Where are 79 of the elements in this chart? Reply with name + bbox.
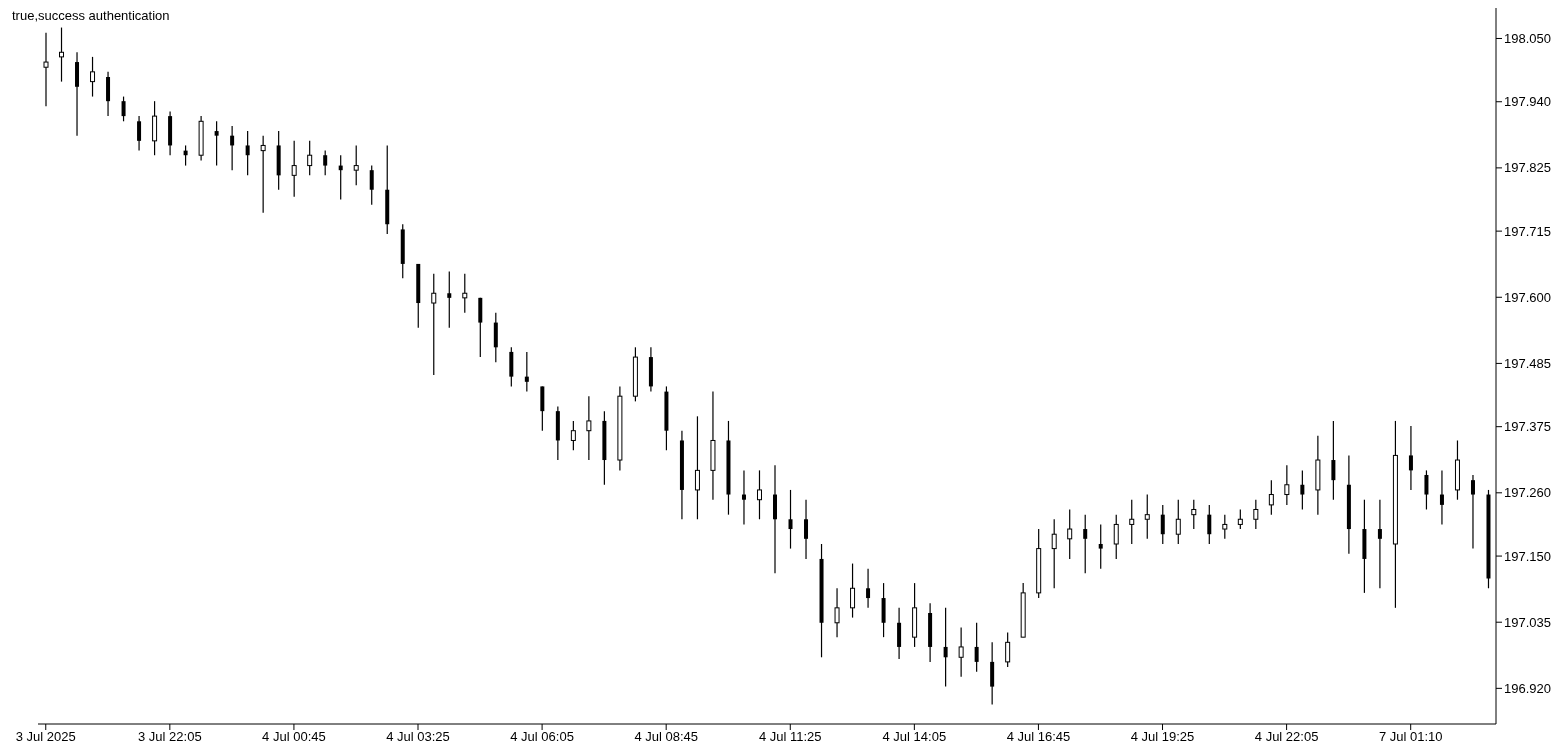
candlestick (323, 150, 328, 176)
x-tick-label: 4 Jul 00:45 (262, 729, 326, 745)
candlestick (307, 140, 313, 176)
candlestick (694, 415, 700, 520)
candlestick (1144, 493, 1150, 540)
candlestick (1113, 514, 1119, 560)
y-tick-label: 198.050 (1504, 31, 1551, 47)
y-tick-label: 197.150 (1504, 548, 1551, 564)
candlestick (245, 130, 250, 176)
candlestick (1005, 631, 1011, 668)
candlestick (958, 626, 964, 678)
candlestick (1207, 504, 1212, 545)
candlestick (866, 568, 871, 609)
candlestick (1191, 499, 1197, 530)
candlestick (369, 164, 374, 206)
candlestick (447, 270, 452, 329)
candlestick (431, 273, 437, 376)
candlestick (524, 351, 529, 393)
candlestick (1470, 474, 1475, 550)
candlestick (1129, 499, 1135, 545)
candlestick (260, 135, 266, 214)
candlestick (834, 587, 840, 638)
y-tick-label: 196.920 (1504, 680, 1551, 696)
x-tick-label: 4 Jul 19:25 (1130, 729, 1195, 745)
candlestick (1268, 479, 1274, 516)
y-tick-label: 197.600 (1504, 289, 1551, 305)
candlestick (462, 273, 468, 314)
y-tick-label: 197.260 (1504, 485, 1551, 501)
candlestick (1175, 499, 1181, 545)
x-tick-label: 7 Jul 01:10 (1378, 729, 1443, 745)
candlestick (741, 469, 746, 526)
candlestick (1098, 523, 1103, 570)
candlestick (214, 120, 219, 167)
y-tick-label: 197.375 (1504, 419, 1551, 435)
x-tick-label: 4 Jul 16:45 (1006, 729, 1071, 745)
candlestick (1253, 499, 1259, 530)
candlestick (1067, 508, 1073, 560)
x-tick-label: 3 Jul 22:05 (138, 729, 202, 745)
annotation: true,success authentication (12, 8, 170, 23)
candlestick (59, 26, 65, 83)
candlestick (1083, 514, 1088, 574)
y-tick-label: 197.825 (1504, 160, 1551, 176)
candlestick (1237, 508, 1243, 530)
candlestick (1160, 504, 1165, 545)
x-tick-label: 4 Jul 06:05 (510, 729, 574, 745)
candlestick (974, 622, 979, 673)
x-tick-label: 3 Jul 2025 (15, 729, 76, 745)
candlestick (943, 607, 948, 688)
candlestick (850, 562, 856, 619)
candlestick (1377, 499, 1382, 589)
candlestick (90, 56, 96, 98)
candlestick (1300, 469, 1305, 511)
x-tick-label: 4 Jul 08:45 (634, 729, 698, 745)
candlestick (353, 144, 359, 186)
candlestick (1424, 469, 1429, 511)
x-tick-label: 4 Jul 11:25 (758, 729, 822, 745)
candlestick (230, 125, 235, 171)
candlestick (804, 499, 809, 560)
candlestick (291, 140, 297, 198)
candlestick (586, 395, 592, 461)
candlestick (756, 469, 762, 520)
y-tick-label: 197.035 (1504, 614, 1551, 630)
candlestick (1408, 425, 1413, 491)
candlestick (121, 95, 126, 122)
candlestick (1439, 469, 1444, 526)
x-tick-label: 4 Jul 22:05 (1254, 729, 1319, 745)
candlestick (1284, 464, 1290, 506)
candlestick (43, 32, 49, 107)
candlestick (1222, 514, 1228, 540)
candlestick (1331, 420, 1336, 501)
candlestick (570, 420, 576, 451)
x-tick-label: 4 Jul 03:25 (386, 729, 450, 745)
y-tick-label: 197.715 (1504, 223, 1551, 239)
candlestick (137, 115, 142, 152)
candlestick (1051, 518, 1057, 589)
x-tick-label: 4 Jul 14:05 (882, 729, 947, 745)
y-tick-label: 197.940 (1504, 94, 1551, 110)
y-tick-label: 197.485 (1504, 356, 1551, 372)
candlestick (788, 489, 793, 550)
